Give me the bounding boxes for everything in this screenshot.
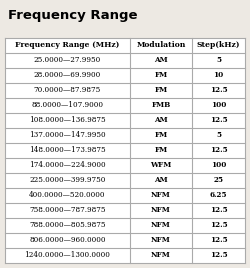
Text: Frequency Range (MHz): Frequency Range (MHz)	[15, 41, 120, 49]
Text: 10: 10	[214, 71, 224, 79]
Text: FM: FM	[154, 146, 168, 154]
Text: 70.0000—87.9875: 70.0000—87.9875	[34, 86, 101, 94]
Text: 758.0000—787.9875: 758.0000—787.9875	[29, 206, 106, 214]
Text: 25.0000—27.9950: 25.0000—27.9950	[34, 56, 101, 64]
Text: 100: 100	[211, 101, 226, 109]
Text: NFM: NFM	[151, 221, 171, 229]
Text: 225.0000—399.9750: 225.0000—399.9750	[29, 176, 106, 184]
Text: 174.0000—224.9000: 174.0000—224.9000	[29, 161, 106, 169]
Text: 788.0000—805.9875: 788.0000—805.9875	[29, 221, 106, 229]
Text: NFM: NFM	[151, 206, 171, 214]
Text: 12.5: 12.5	[210, 116, 228, 124]
Text: 100: 100	[211, 161, 226, 169]
Text: 806.0000—960.0000: 806.0000—960.0000	[29, 236, 106, 244]
Text: 400.0000—520.0000: 400.0000—520.0000	[29, 191, 106, 199]
Text: Modulation: Modulation	[136, 41, 186, 49]
Text: 28.0000—69.9900: 28.0000—69.9900	[34, 71, 101, 79]
Text: 12.5: 12.5	[210, 86, 228, 94]
Text: FMB: FMB	[151, 101, 171, 109]
Text: 137.0000—147.9950: 137.0000—147.9950	[29, 131, 106, 139]
Text: 12.5: 12.5	[210, 221, 228, 229]
Text: NFM: NFM	[151, 236, 171, 244]
Text: 12.5: 12.5	[210, 146, 228, 154]
Text: Frequency Range: Frequency Range	[8, 9, 137, 23]
Text: WFM: WFM	[150, 161, 172, 169]
Text: AM: AM	[154, 116, 168, 124]
Text: 12.5: 12.5	[210, 206, 228, 214]
Text: 12.5: 12.5	[210, 236, 228, 244]
Text: NFM: NFM	[151, 191, 171, 199]
Text: FM: FM	[154, 131, 168, 139]
Text: AM: AM	[154, 176, 168, 184]
Text: 148.0000—173.9875: 148.0000—173.9875	[29, 146, 106, 154]
Text: 5: 5	[216, 131, 221, 139]
Text: 5: 5	[216, 56, 221, 64]
Text: 88.0000—107.9000: 88.0000—107.9000	[32, 101, 104, 109]
Text: 12.5: 12.5	[210, 251, 228, 259]
Text: FM: FM	[154, 86, 168, 94]
Text: Step(kHz): Step(kHz)	[197, 41, 240, 49]
Text: 25: 25	[214, 176, 224, 184]
Text: AM: AM	[154, 56, 168, 64]
Text: 108.0000—136.9875: 108.0000—136.9875	[29, 116, 106, 124]
Text: 6.25: 6.25	[210, 191, 227, 199]
Text: NFM: NFM	[151, 251, 171, 259]
Text: 1240.0000—1300.0000: 1240.0000—1300.0000	[24, 251, 110, 259]
Bar	[5, 38, 245, 263]
Text: FM: FM	[154, 71, 168, 79]
